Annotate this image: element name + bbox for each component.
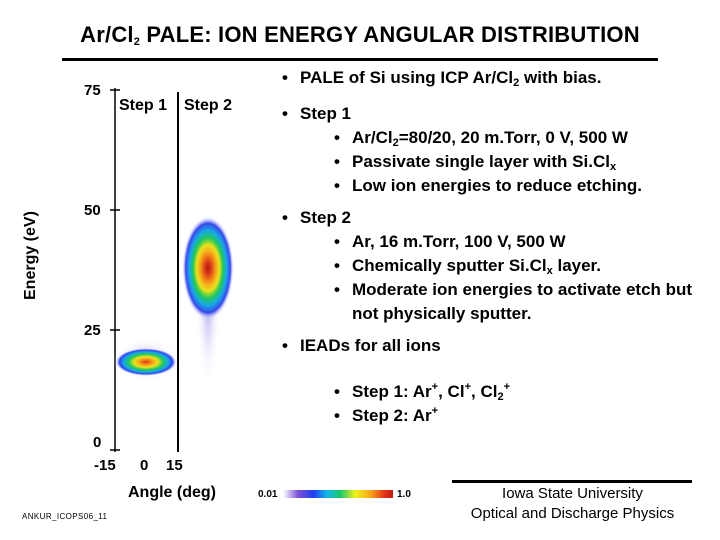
x-tick-label-15: 15 bbox=[166, 457, 183, 474]
x-axis-label: Angle (deg) bbox=[128, 484, 216, 501]
iead-plot-canvas bbox=[110, 88, 234, 452]
slide-title: Ar/Cl2 PALE: ION ENERGY ANGULAR DISTRIBU… bbox=[80, 22, 640, 48]
slide-id-label: ANKUR_ICOPS06_11 bbox=[22, 512, 108, 521]
institution-line-1: Iowa State University bbox=[502, 485, 643, 502]
step1-item-3: Low ion energies to reduce etching. bbox=[280, 174, 710, 198]
step1-item-2: Passivate single layer with Si.Clx bbox=[280, 150, 710, 174]
bullet-step2: Step 2 bbox=[280, 206, 710, 230]
y-tick-label-25: 25 bbox=[84, 322, 101, 339]
institution-line-2: Optical and Discharge Physics bbox=[470, 505, 675, 522]
step2-item-2: Chemically sputter Si.Clx layer. bbox=[280, 254, 710, 278]
step2-panel-label: Step 2 bbox=[184, 97, 233, 114]
step2-item-1: Ar, 16 m.Torr, 100 V, 500 W bbox=[280, 230, 710, 254]
x-tick-label-0: 0 bbox=[140, 457, 149, 474]
bullet-step1: Step 1 bbox=[280, 102, 710, 126]
institution-label: Iowa State University Optical and Discha… bbox=[440, 484, 705, 524]
y-axis-label: Energy (eV) bbox=[22, 211, 39, 300]
step1-distribution bbox=[115, 348, 177, 376]
step1-item-1: Ar/Cl2=80/20, 20 m.Torr, 0 V, 500 W bbox=[280, 126, 710, 150]
bullet-pale: PALE of Si using ICP Ar/Cl2 with bias. bbox=[280, 66, 710, 90]
step2-item-3: Moderate ion energies to activate etch b… bbox=[280, 278, 710, 326]
colorbar bbox=[283, 490, 393, 498]
bullet-ieads: IEADs for all ions bbox=[280, 334, 710, 358]
colorbar-min-label: 0.01 bbox=[258, 489, 278, 500]
y-tick-label-0: 0 bbox=[93, 434, 102, 451]
title-underline bbox=[62, 58, 658, 61]
step2-distribution bbox=[182, 216, 234, 320]
bullet-list: PALE of Si using ICP Ar/Cl2 with bias. S… bbox=[280, 66, 710, 428]
x-tick-label-neg15: -15 bbox=[94, 457, 116, 474]
step1-panel-label: Step 1 bbox=[119, 97, 168, 114]
y-tick-label-75: 75 bbox=[84, 82, 101, 99]
footer-rule bbox=[452, 480, 692, 483]
y-tick-label-50: 50 bbox=[84, 202, 101, 219]
colorbar-max-label: 1.0 bbox=[397, 489, 411, 500]
iead-plot: Step 1 Step 2 75 50 25 0 -15 0 15 Energy… bbox=[0, 0, 250, 540]
ieads-item-2: Step 2: Ar+ bbox=[280, 404, 710, 428]
ieads-item-1: Step 1: Ar+, Cl+, Cl2+ bbox=[280, 380, 710, 404]
